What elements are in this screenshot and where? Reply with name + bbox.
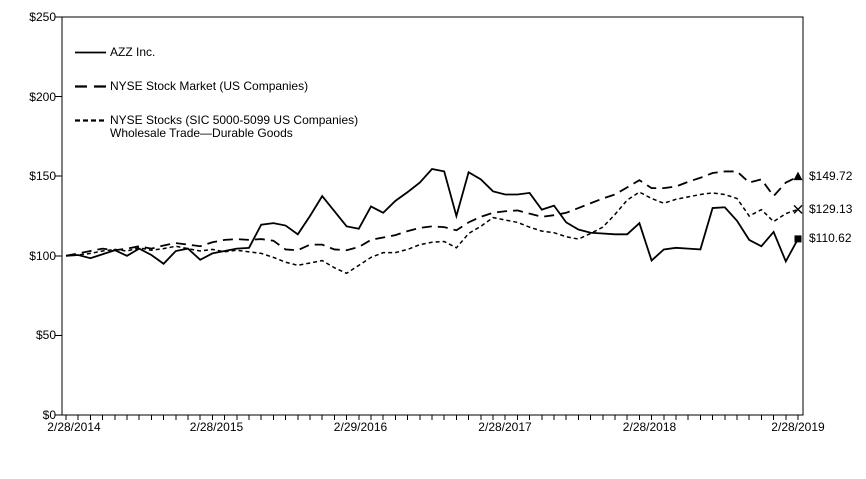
series-line-0 — [65, 168, 799, 265]
y-tick-label-50: $50 — [35, 328, 56, 343]
series-end-marker-x-2 — [793, 204, 803, 214]
series-line-1 — [65, 170, 799, 257]
short-dash-line-icon — [75, 119, 107, 122]
end-value-label-sic: $129.13 — [809, 202, 853, 216]
series-line-2 — [65, 191, 799, 275]
x-tick-label-2017: 2/28/2017 — [478, 420, 532, 434]
long-dash-line-icon — [75, 85, 107, 88]
y-tick-label-0: $0 — [42, 408, 56, 422]
y-tick-label-200: $200 — [29, 89, 56, 104]
y-tick-label-250: $250 — [29, 10, 56, 24]
legend-label-azz: AZZ Inc. — [110, 45, 156, 59]
legend-label-nyse: NYSE Stock Market (US Companies) — [110, 79, 309, 93]
plot-border — [61, 16, 804, 416]
legend-label-sic-line1: NYSE Stocks (SIC 5000-5099 US Companies) — [110, 113, 359, 127]
x-tick-label-2019: 2/28/2019 — [771, 420, 825, 434]
y-tick-label-100: $100 — [29, 248, 56, 263]
solid-line-icon — [75, 51, 106, 54]
x-tick-label-2018: 2/28/2018 — [622, 420, 677, 434]
legend-item-nyse: NYSE Stock Market (US Companies) — [74, 80, 308, 93]
x-tick-label-2014: 2/28/2014 — [47, 420, 101, 434]
x-tick-label-2016: 2/29/2016 — [333, 420, 388, 434]
series-end-marker-triangle-1 — [793, 171, 803, 181]
x-tick-label-2015: 2/28/2015 — [189, 420, 244, 434]
legend-item-sic: NYSE Stocks (SIC 5000-5099 US Companies)… — [74, 114, 358, 140]
y-tick-label-150: $150 — [29, 169, 56, 184]
end-value-label-azz: $110.62 — [809, 231, 852, 245]
legend-label-sic-line2: Wholesale Trade—Durable Goods — [110, 126, 293, 140]
end-value-label-nyse: $149.72 — [809, 169, 853, 183]
series-end-marker-square-0 — [794, 235, 802, 243]
legend-label-sic: NYSE Stocks (SIC 5000-5099 US Companies)… — [110, 114, 358, 140]
legend-item-azz: AZZ Inc. — [74, 46, 155, 59]
